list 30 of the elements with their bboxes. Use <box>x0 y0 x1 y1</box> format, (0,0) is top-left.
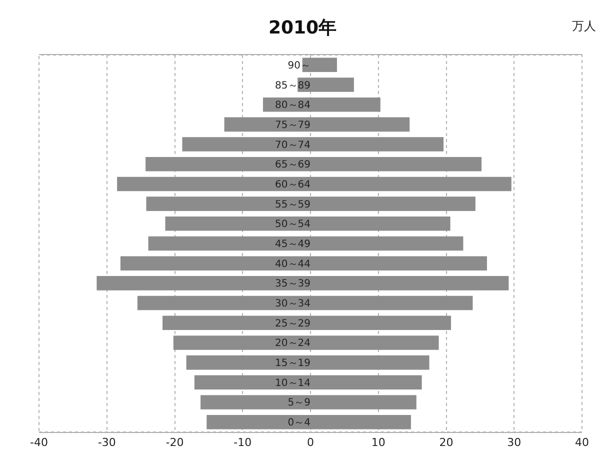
y-tick-label: 25～29 <box>275 318 310 330</box>
chart-title: 2010年 <box>268 17 337 38</box>
y-tick-label: 20～24 <box>275 338 310 350</box>
x-tick-label: 30 <box>507 436 522 450</box>
y-tick-label: 40～44 <box>275 258 310 270</box>
x-tick-label: -30 <box>98 436 116 450</box>
y-tick-label: 45～49 <box>275 239 310 250</box>
y-tick-label: 70～74 <box>275 140 310 151</box>
y-tick-label: 5～9 <box>288 398 310 409</box>
y-tick-label: 50～54 <box>275 219 310 230</box>
x-tick-label: 40 <box>575 436 589 450</box>
y-tick-label: 85～89 <box>275 80 310 92</box>
y-tick-label: 30～34 <box>275 298 310 310</box>
y-tick-label: 0～4 <box>288 418 310 429</box>
x-tick-label: -40 <box>30 436 48 450</box>
y-tick-label: 90～ <box>288 60 310 72</box>
y-tick-label: 10～14 <box>275 378 310 389</box>
x-tick-label: -20 <box>166 436 184 450</box>
y-tick-label: 15～19 <box>275 358 310 370</box>
y-tick-label: 55～59 <box>275 199 310 210</box>
x-tick-label: 20 <box>439 436 454 450</box>
x-tick-label: 0 <box>307 436 314 450</box>
y-tick-label: 80～84 <box>275 100 310 112</box>
text: 万人 <box>572 19 596 33</box>
y-tick-label: 60～64 <box>275 179 310 190</box>
y-tick-label: 65～69 <box>275 160 310 171</box>
y-tick-label: 75～79 <box>275 120 310 131</box>
x-tick-label: 10 <box>371 436 386 450</box>
x-tick-label: -10 <box>234 436 252 450</box>
y-tick-label: 35～39 <box>275 278 310 290</box>
